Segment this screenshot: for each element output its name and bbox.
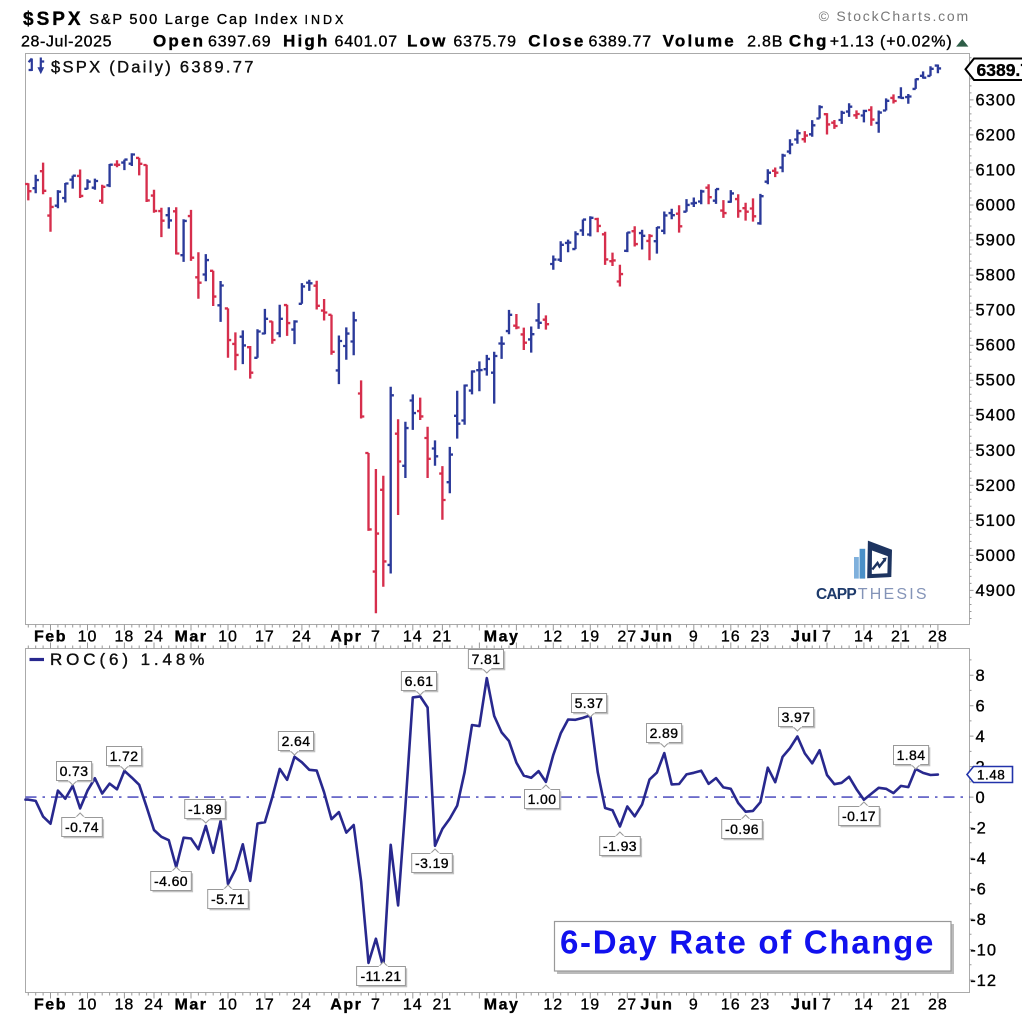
- svg-text:-5.71: -5.71: [211, 891, 245, 907]
- svg-text:-2: -2: [970, 820, 987, 838]
- svg-text:7.81: 7.81: [472, 651, 501, 667]
- svg-text:-1.93: -1.93: [603, 838, 637, 854]
- svg-text:1.48: 1.48: [977, 768, 1005, 783]
- svg-text:16: 16: [721, 997, 741, 1014]
- svg-text:5200: 5200: [976, 477, 1017, 495]
- svg-text:6389.7: 6389.7: [977, 60, 1022, 80]
- svg-text:5100: 5100: [976, 512, 1017, 530]
- svg-text:-4: -4: [970, 850, 987, 868]
- svg-text:6200: 6200: [976, 126, 1017, 144]
- svg-text:9: 9: [689, 997, 699, 1014]
- svg-text:-3.19: -3.19: [415, 855, 449, 871]
- svg-text:-6: -6: [970, 881, 987, 899]
- svg-text:8: 8: [976, 667, 986, 685]
- svg-text:14: 14: [854, 997, 874, 1014]
- svg-text:6: 6: [976, 698, 986, 716]
- svg-text:5600: 5600: [976, 337, 1017, 355]
- svg-text:10: 10: [218, 997, 238, 1014]
- svg-text:Jul: Jul: [791, 997, 819, 1014]
- svg-text:27: 27: [617, 997, 637, 1014]
- svg-text:-1.89: -1.89: [188, 801, 222, 817]
- svg-text:Apr: Apr: [330, 629, 362, 646]
- svg-text:-0.96: -0.96: [725, 821, 759, 837]
- svg-text:-10: -10: [970, 942, 997, 960]
- svg-text:Close: Close: [528, 32, 585, 51]
- svg-text:5.37: 5.37: [575, 695, 604, 711]
- svg-text:6-Day Rate of Change: 6-Day Rate of Change: [560, 924, 935, 961]
- svg-text:18: 18: [115, 997, 135, 1014]
- svg-text:May: May: [484, 629, 520, 646]
- svg-text:0: 0: [976, 789, 986, 807]
- svg-text:2.8B: 2.8B: [747, 34, 783, 51]
- svg-text:28: 28: [928, 997, 948, 1014]
- svg-text:6375.79: 6375.79: [453, 34, 516, 51]
- svg-text:5000: 5000: [976, 547, 1017, 565]
- svg-text:THESIS: THESIS: [858, 586, 929, 603]
- svg-text:6100: 6100: [976, 162, 1017, 180]
- svg-text:5400: 5400: [976, 407, 1017, 425]
- svg-text:6401.07: 6401.07: [335, 34, 398, 51]
- svg-text:-12: -12: [970, 972, 997, 990]
- svg-text:+1.13 (+0.02%): +1.13 (+0.02%): [830, 34, 953, 51]
- svg-text:Volume: Volume: [663, 32, 736, 51]
- svg-text:6397.69: 6397.69: [208, 34, 271, 51]
- svg-text:19: 19: [580, 997, 600, 1014]
- svg-text:24: 24: [144, 997, 164, 1014]
- svg-text:7: 7: [371, 997, 381, 1014]
- svg-text:21: 21: [433, 997, 453, 1014]
- svg-text:Open: Open: [153, 32, 205, 51]
- svg-text:23: 23: [751, 997, 771, 1014]
- svg-text:5500: 5500: [976, 372, 1017, 390]
- svg-text:4: 4: [976, 728, 986, 746]
- svg-text:4900: 4900: [976, 582, 1017, 600]
- svg-text:5700: 5700: [976, 302, 1017, 320]
- svg-text:-0.74: -0.74: [65, 819, 99, 835]
- svg-text:Feb: Feb: [34, 997, 67, 1014]
- svg-text:High: High: [283, 32, 330, 51]
- svg-text:ROC(6) 1.48%: ROC(6) 1.48%: [50, 650, 208, 669]
- svg-text:Jun: Jun: [640, 997, 673, 1014]
- svg-text:5800: 5800: [976, 267, 1017, 285]
- svg-text:5900: 5900: [976, 232, 1017, 250]
- svg-text:Jul: Jul: [791, 629, 819, 646]
- svg-text:7: 7: [822, 997, 832, 1014]
- svg-text:© StockCharts.com: © StockCharts.com: [819, 8, 970, 24]
- svg-text:1.00: 1.00: [528, 791, 557, 807]
- svg-text:-11.21: -11.21: [360, 968, 401, 984]
- svg-text:0.73: 0.73: [60, 763, 89, 779]
- svg-text:3.97: 3.97: [782, 709, 811, 725]
- svg-text:24: 24: [292, 997, 312, 1014]
- svg-text:6000: 6000: [976, 197, 1017, 215]
- svg-text:$SPX (Daily) 6389.77: $SPX (Daily) 6389.77: [51, 59, 256, 77]
- svg-text:10: 10: [78, 997, 98, 1014]
- svg-text:1.72: 1.72: [110, 748, 139, 764]
- svg-text:28-Jul-2025: 28-Jul-2025: [21, 34, 112, 51]
- svg-text:-4.60: -4.60: [154, 873, 188, 889]
- svg-text:$SPX: $SPX: [23, 9, 84, 30]
- svg-text:6389.77: 6389.77: [589, 34, 652, 51]
- svg-text:S&P 500 Large Cap Index: S&P 500 Large Cap Index: [89, 12, 299, 28]
- svg-text:INDX: INDX: [305, 13, 347, 27]
- svg-text:6300: 6300: [976, 91, 1017, 109]
- svg-text:-0.17: -0.17: [842, 808, 876, 824]
- svg-text:1.84: 1.84: [897, 747, 926, 763]
- svg-text:2.89: 2.89: [650, 725, 679, 741]
- svg-text:12: 12: [543, 997, 563, 1014]
- svg-text:21: 21: [891, 997, 911, 1014]
- svg-text:5300: 5300: [976, 442, 1017, 460]
- svg-text:CAPP: CAPP: [816, 586, 856, 603]
- svg-text:14: 14: [403, 997, 423, 1014]
- svg-text:Apr: Apr: [330, 997, 362, 1014]
- svg-text:May: May: [484, 997, 520, 1014]
- svg-text:17: 17: [255, 997, 275, 1014]
- svg-text:-8: -8: [970, 911, 987, 929]
- svg-text:6.61: 6.61: [405, 673, 434, 689]
- svg-text:Low: Low: [407, 32, 448, 51]
- svg-text:2.64: 2.64: [282, 733, 311, 749]
- svg-text:Chg: Chg: [789, 32, 829, 51]
- svg-text:Mar: Mar: [175, 997, 208, 1014]
